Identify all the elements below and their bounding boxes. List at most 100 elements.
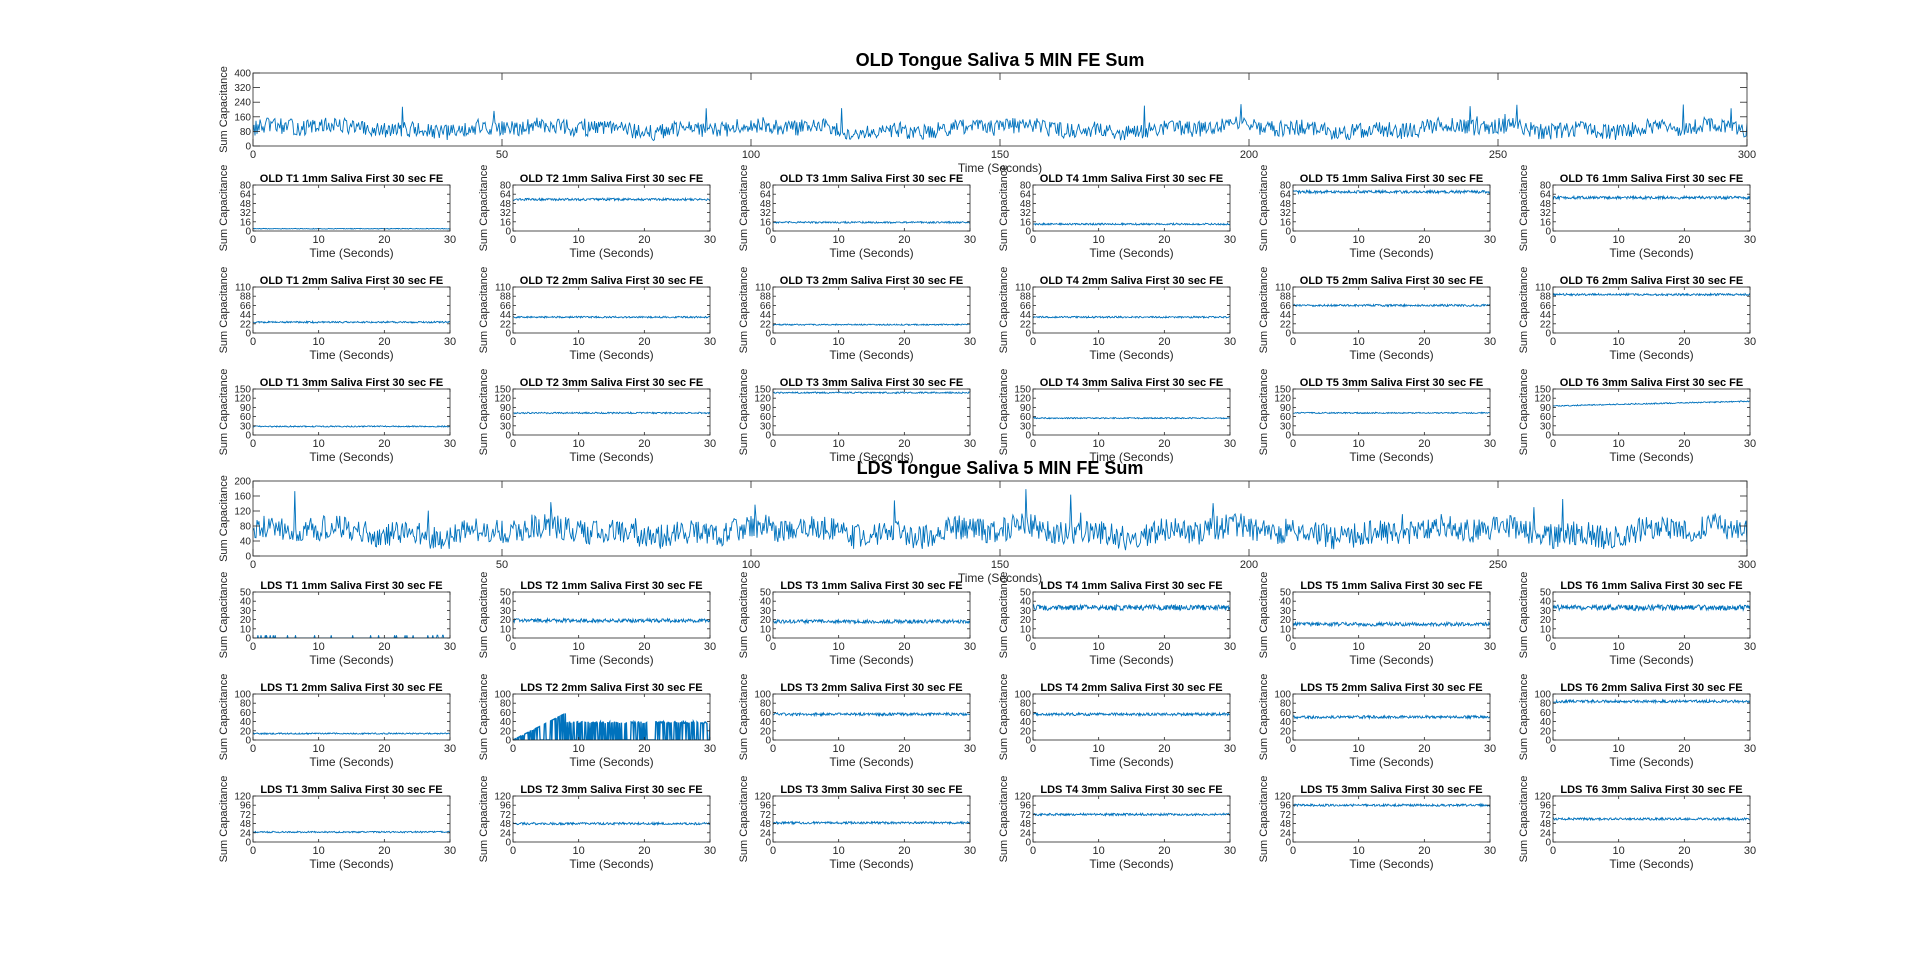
- y-tick-label: 110: [235, 283, 251, 294]
- y-tick-label: 110: [1275, 283, 1291, 294]
- axes-box: [1292, 795, 1491, 843]
- x-axis-label: Time (Seconds): [1089, 857, 1173, 871]
- axes-box: [1292, 591, 1491, 639]
- y-axis-label: Sum Capacitance: [1258, 369, 1270, 456]
- x-axis-label: Time (Seconds): [309, 450, 393, 464]
- x-tick-label: 0: [510, 336, 516, 348]
- y-tick-label: 24: [240, 828, 252, 839]
- y-tick-label: 30: [1540, 421, 1552, 432]
- y-tick-label: 10: [500, 624, 512, 635]
- y-tick-label: 16: [1020, 217, 1032, 228]
- y-tick-label: 80: [760, 699, 772, 710]
- y-tick-label: 66: [760, 301, 772, 312]
- y-axis-label: Sum Capacitance: [998, 674, 1010, 761]
- x-tick-label: 20: [638, 438, 650, 450]
- y-tick-label: 0: [505, 431, 511, 442]
- series-line: [253, 489, 1747, 551]
- axes-box: [1292, 184, 1491, 232]
- axes-box: [772, 591, 971, 639]
- y-tick-label: 20: [1280, 615, 1292, 626]
- y-tick-label: 200: [234, 477, 251, 488]
- y-tick-label: 0: [1025, 431, 1031, 442]
- x-tick-label: 20: [638, 336, 650, 348]
- y-tick-label: 66: [240, 301, 252, 312]
- y-tick-label: 20: [760, 615, 772, 626]
- x-tick-label: 0: [250, 743, 256, 755]
- panel-old-sum: 0 50 100 150 200 250 300 0 80 160 240 320 400 OLD Ton…: [218, 50, 1756, 175]
- y-tick-label: 50: [1020, 588, 1032, 599]
- y-tick-label: 72: [240, 810, 252, 821]
- x-axis-label: Time (Seconds): [829, 653, 913, 667]
- y-tick-label: 0: [245, 227, 251, 238]
- y-tick-label: 80: [1280, 699, 1292, 710]
- y-tick-label: 30: [500, 421, 512, 432]
- y-tick-label: 60: [1020, 708, 1032, 719]
- x-axis-label: Time (Seconds): [1609, 348, 1693, 362]
- series-line: [1293, 188, 1490, 195]
- axes-box: [512, 184, 711, 232]
- y-tick-label: 32: [1280, 208, 1292, 219]
- series-line: [1033, 221, 1230, 227]
- panel-title: LDS T4 3mm Saliva First 30 sec FE: [1040, 784, 1222, 796]
- y-tick-label: 72: [500, 810, 512, 821]
- x-tick-label: 0: [510, 845, 516, 857]
- panel-title: LDS T6 3mm Saliva First 30 sec FE: [1560, 784, 1742, 796]
- panel-title: OLD T6 3mm Saliva First 30 sec FE: [1560, 377, 1743, 389]
- x-tick-label: 0: [1550, 336, 1556, 348]
- panel-title: LDS Tongue Saliva 5 MIN FE Sum: [857, 458, 1144, 478]
- y-tick-label: 20: [760, 726, 772, 737]
- x-tick-label: 10: [573, 336, 585, 348]
- x-axis-label: Time (Seconds): [1349, 653, 1433, 667]
- x-tick-label: 30: [1484, 234, 1496, 246]
- x-tick-label: 10: [1613, 641, 1625, 653]
- series-line: [513, 315, 710, 319]
- axes-box: [1552, 388, 1751, 436]
- y-tick-label: 150: [234, 385, 251, 396]
- y-tick-label: 20: [500, 726, 512, 737]
- axes-box: [1032, 591, 1231, 639]
- x-tick-label: 10: [313, 845, 325, 857]
- y-tick-label: 60: [500, 412, 512, 423]
- x-tick-label: 10: [573, 641, 585, 653]
- y-tick-label: 60: [760, 708, 772, 719]
- y-tick-label: 0: [1025, 838, 1031, 849]
- y-tick-label: 80: [1020, 181, 1032, 192]
- y-tick-label: 20: [1020, 726, 1032, 737]
- y-tick-label: 20: [240, 726, 252, 737]
- panel-title: LDS T5 1mm Saliva First 30 sec FE: [1300, 580, 1482, 592]
- y-tick-label: 66: [1280, 301, 1292, 312]
- axes-box: [252, 72, 1748, 147]
- y-tick-label: 320: [234, 83, 251, 94]
- axes-box: [772, 286, 971, 334]
- y-tick-label: 20: [240, 615, 252, 626]
- x-tick-label: 30: [1744, 845, 1756, 857]
- y-tick-label: 0: [765, 227, 771, 238]
- x-tick-label: 20: [638, 641, 650, 653]
- y-tick-label: 72: [1540, 810, 1552, 821]
- x-tick-label: 20: [1158, 641, 1170, 653]
- y-tick-label: 88: [1020, 292, 1032, 303]
- y-tick-label: 30: [1280, 421, 1292, 432]
- x-tick-label: 20: [638, 845, 650, 857]
- x-tick-label: 10: [1353, 845, 1365, 857]
- x-tick-label: 20: [1678, 336, 1690, 348]
- x-tick-label: 20: [1678, 438, 1690, 450]
- y-tick-label: 0: [1545, 736, 1551, 747]
- y-tick-label: 48: [240, 199, 252, 210]
- x-tick-label: 20: [378, 845, 390, 857]
- y-tick-label: 40: [240, 717, 252, 728]
- y-tick-label: 24: [1280, 828, 1292, 839]
- x-tick-label: 10: [1613, 234, 1625, 246]
- panel-title: LDS T6 2mm Saliva First 30 sec FE: [1560, 682, 1742, 694]
- y-tick-label: 22: [1540, 319, 1552, 330]
- x-tick-label: 10: [1353, 743, 1365, 755]
- axes-box: [512, 591, 711, 639]
- x-tick-label: 0: [250, 438, 256, 450]
- x-tick-label: 10: [833, 336, 845, 348]
